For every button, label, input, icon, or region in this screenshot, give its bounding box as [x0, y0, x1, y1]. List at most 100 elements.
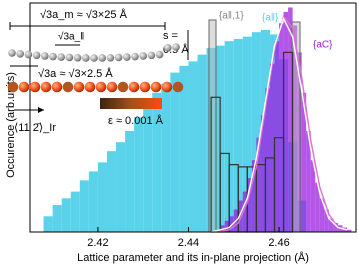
histogram-bar	[265, 88, 270, 233]
atom	[139, 81, 151, 93]
histogram-bar	[328, 218, 334, 232]
histogram-bar	[161, 83, 171, 232]
atom	[150, 81, 162, 93]
histogram-bar	[224, 41, 234, 232]
series-label: {a‖}	[262, 13, 279, 24]
fit-curve	[210, 16, 348, 233]
histogram-bar	[315, 182, 320, 232]
histogram-bar	[125, 130, 135, 232]
histogram-bar	[116, 142, 126, 232]
histogram-bar	[242, 191, 248, 232]
histogram-bar	[79, 180, 89, 232]
histogram-bar	[283, 11, 289, 232]
inset-label: ⟨11 2̄⟩_Ir	[14, 122, 56, 134]
x-axis-label: Lattice parameter and its in-plane proje…	[77, 251, 309, 264]
atom	[57, 53, 65, 61]
histogram-bar	[279, 23, 284, 232]
atom	[106, 81, 118, 93]
y-axis-label: Occurence (arb.units)	[5, 72, 17, 178]
histogram-bar	[306, 130, 311, 232]
atom	[16, 49, 25, 58]
atoms	[7, 43, 184, 93]
atom	[51, 81, 63, 93]
histogram-bar	[152, 92, 162, 232]
histogram-bar	[61, 198, 71, 232]
histogram-bar	[260, 115, 266, 232]
atom	[147, 51, 156, 60]
inset-label: √3a_m ≈ √3×25 Å	[40, 8, 128, 21]
atom	[8, 49, 16, 57]
atom	[40, 81, 52, 93]
histogram-bar	[251, 160, 257, 232]
histogram-bar	[106, 151, 117, 232]
atom	[41, 52, 49, 60]
series-label: {aC}	[313, 40, 333, 51]
arrow-head	[38, 107, 44, 113]
histogram-bar	[274, 41, 280, 232]
histogram-bar	[233, 38, 243, 232]
atom	[82, 54, 90, 62]
atom	[65, 53, 74, 62]
atom	[24, 50, 33, 59]
atom	[7, 81, 19, 93]
histogram-bar	[170, 72, 180, 232]
histogram-bar	[229, 216, 234, 232]
histogram-bar	[251, 32, 261, 232]
histogram-bar	[88, 171, 98, 232]
atom	[18, 81, 30, 93]
plot-area	[43, 7, 352, 233]
colorbar	[100, 98, 162, 109]
atom	[114, 53, 123, 62]
atom	[49, 52, 57, 61]
histogram-bar	[134, 117, 144, 232]
histogram-bar	[97, 162, 107, 232]
bin-marker	[208, 19, 217, 233]
x-tick-label: 2.46	[268, 237, 289, 249]
atom	[155, 50, 164, 59]
histogram-bar	[319, 198, 325, 232]
atom	[172, 81, 184, 93]
atom	[117, 81, 129, 93]
atom	[73, 53, 82, 62]
inset-label: s =	[163, 30, 178, 42]
histogram-bar	[188, 61, 198, 233]
histogram-bar	[301, 92, 307, 232]
atom	[98, 54, 106, 62]
inset: √3a_m ≈ √3×25 Å √3a_‖ s = 0.5 Å √3a ≈ √3…	[7, 8, 189, 134]
inset-label: ε ≈ 0.001 Å	[108, 114, 164, 127]
histogram-bar	[256, 137, 261, 232]
histogram-bar	[242, 36, 252, 233]
histogram-bar	[224, 220, 230, 232]
histogram-bar	[324, 209, 329, 232]
atom	[131, 52, 139, 61]
atom	[29, 81, 41, 93]
atom	[73, 81, 85, 93]
x-tick-label: 2.44	[178, 237, 199, 249]
histogram-bar	[143, 106, 153, 232]
histogram-bar	[197, 54, 207, 233]
atom	[139, 52, 147, 60]
histogram-bar	[70, 191, 80, 232]
histogram-bar	[43, 216, 53, 232]
frame	[29, 2, 357, 233]
series-label: {a‖,1}	[219, 11, 244, 22]
atom	[62, 81, 74, 93]
histogram-bar	[269, 63, 275, 232]
histogram-bar	[333, 223, 338, 232]
atom	[32, 51, 41, 60]
atom	[164, 43, 172, 52]
atom	[95, 81, 107, 93]
histogram-bar	[179, 65, 189, 232]
histogram-bar	[310, 160, 316, 232]
atom	[106, 53, 115, 62]
inset-label: √3a_‖	[58, 31, 84, 43]
histogram-bar	[247, 178, 252, 232]
histogram-bar	[288, 7, 293, 232]
atom	[84, 81, 96, 93]
histogram-bar	[346, 229, 352, 232]
atom	[128, 81, 140, 93]
atom	[161, 81, 173, 93]
atom	[123, 53, 131, 61]
